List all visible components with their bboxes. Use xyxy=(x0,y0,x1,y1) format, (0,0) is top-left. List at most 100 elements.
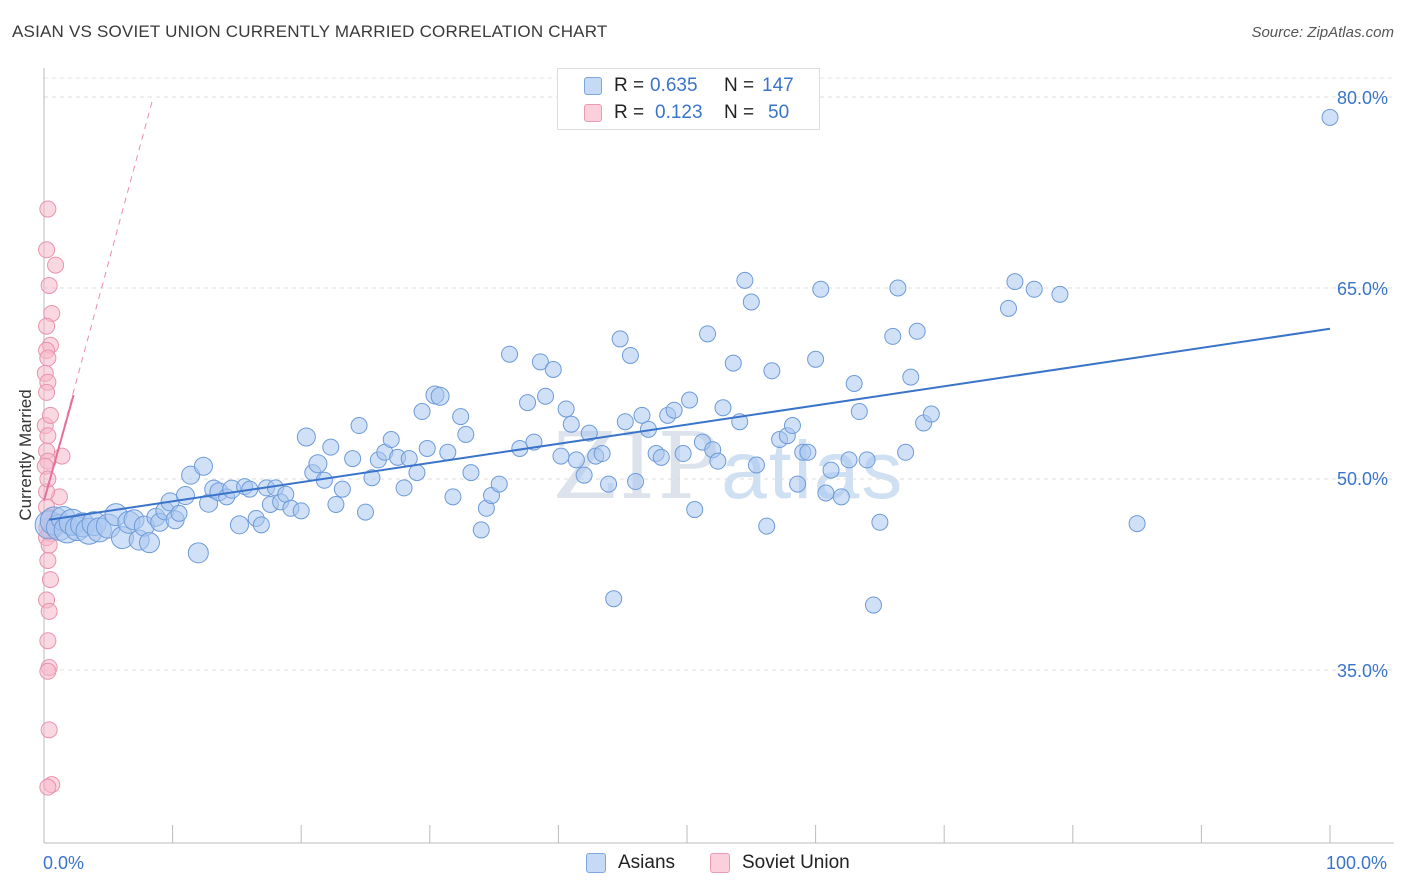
asians-points xyxy=(34,108,1339,614)
data-point xyxy=(41,406,59,424)
data-point xyxy=(652,448,670,466)
trend-lines xyxy=(43,96,1331,521)
data-point xyxy=(38,383,56,401)
data-point xyxy=(175,486,195,506)
data-point xyxy=(322,438,340,456)
data-point xyxy=(709,452,727,470)
data-point xyxy=(39,662,57,680)
trend-line xyxy=(43,394,75,501)
legend-label-asians: Asians xyxy=(618,852,676,873)
asians-legend-icon xyxy=(586,853,606,873)
y-tick-label: 50.0% xyxy=(1337,469,1389,489)
data-point xyxy=(1051,285,1069,303)
data-point xyxy=(807,350,825,368)
grid-lines xyxy=(44,77,1394,671)
data-point xyxy=(665,401,683,419)
data-point xyxy=(789,475,807,493)
legend-r-label: R = xyxy=(614,102,645,123)
data-point xyxy=(537,387,555,405)
data-point xyxy=(344,450,362,468)
y-tick-label: 80.0% xyxy=(1337,88,1389,108)
data-point xyxy=(605,590,623,608)
data-point xyxy=(616,413,634,431)
data-point xyxy=(832,488,850,506)
data-point xyxy=(296,427,316,447)
data-point xyxy=(621,346,639,364)
x-tick-label-min: 0.0% xyxy=(43,853,85,873)
data-point xyxy=(845,375,863,392)
data-point xyxy=(292,502,310,520)
data-point xyxy=(908,322,926,340)
data-point xyxy=(519,394,537,412)
data-point xyxy=(850,403,868,421)
data-point xyxy=(170,504,188,522)
data-point xyxy=(138,532,160,554)
legend-n-label: N = xyxy=(724,102,755,123)
data-point xyxy=(580,424,598,442)
data-point xyxy=(408,464,426,482)
data-point xyxy=(747,456,765,474)
legend-n-label: N = xyxy=(724,75,755,96)
data-point xyxy=(252,516,270,534)
data-point xyxy=(575,466,593,484)
legend-r-value: 0.635 xyxy=(650,75,698,96)
data-point xyxy=(822,461,840,479)
data-point xyxy=(552,447,570,465)
source-label: Source: ZipAtlas.com xyxy=(1251,24,1394,41)
data-point xyxy=(187,542,209,564)
data-point xyxy=(193,456,213,476)
data-point xyxy=(40,276,58,294)
data-point xyxy=(327,495,345,513)
data-point xyxy=(38,317,56,335)
data-point xyxy=(229,515,249,535)
data-point xyxy=(611,330,629,348)
data-point xyxy=(1006,273,1024,291)
y-axis-title: Currently Married xyxy=(16,389,35,521)
data-point xyxy=(39,551,57,569)
data-point xyxy=(736,271,754,289)
data-point xyxy=(884,327,902,345)
y-tick-label: 65.0% xyxy=(1337,279,1389,299)
data-point xyxy=(627,473,645,491)
data-point xyxy=(501,345,519,363)
data-point xyxy=(600,475,618,493)
data-point xyxy=(1025,280,1043,298)
data-point xyxy=(1000,299,1017,317)
x-tick-label-max: 100.0% xyxy=(1326,853,1388,873)
stats-legend: R = 0.635 N = 147 R = 0.123 N = 50 xyxy=(557,68,820,130)
data-point xyxy=(593,445,611,463)
data-point xyxy=(418,439,436,457)
data-point xyxy=(812,280,830,298)
data-point xyxy=(763,362,781,380)
data-point xyxy=(39,200,57,218)
data-point xyxy=(699,325,717,343)
data-point xyxy=(357,503,374,521)
data-point xyxy=(864,596,882,614)
data-point xyxy=(742,293,760,311)
data-point xyxy=(724,354,742,372)
asians-swatch-icon xyxy=(584,77,602,95)
legend-n-value: 147 xyxy=(762,75,794,96)
legend-r-value: 0.123 xyxy=(655,102,703,123)
data-point xyxy=(40,721,58,739)
legend-n-value: 50 xyxy=(768,102,790,123)
data-point xyxy=(531,353,549,371)
data-point xyxy=(39,632,57,650)
data-point xyxy=(39,349,57,367)
data-point xyxy=(350,417,368,435)
data-point xyxy=(430,386,450,406)
soviet-union-swatch-icon xyxy=(584,104,602,122)
data-point xyxy=(38,241,56,259)
data-point xyxy=(439,443,457,461)
data-point xyxy=(686,501,704,519)
data-point xyxy=(871,513,889,531)
data-point xyxy=(544,360,562,378)
data-point xyxy=(413,403,431,421)
data-point xyxy=(567,451,585,469)
data-point xyxy=(557,400,575,418)
data-point xyxy=(39,778,57,796)
data-point xyxy=(444,488,462,506)
data-point xyxy=(1128,515,1146,533)
data-point xyxy=(799,443,817,461)
